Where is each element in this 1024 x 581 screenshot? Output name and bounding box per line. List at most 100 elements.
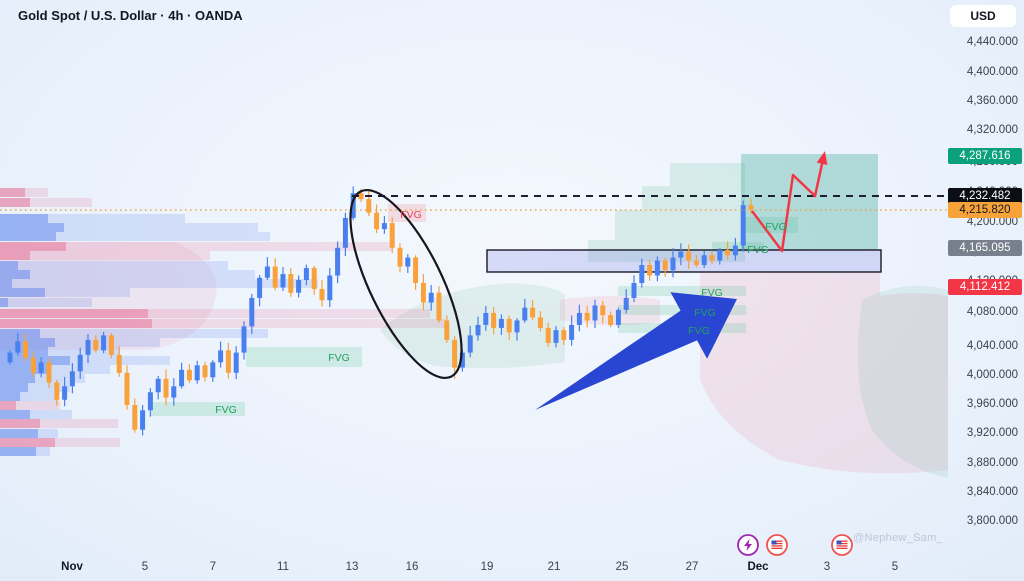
time-axis[interactable]: Nov 5 7 11 13 16 19 21 25 27 Dec 3 5 — [0, 556, 1024, 581]
volume-profile-row — [0, 365, 50, 374]
candle-body — [428, 292, 434, 303]
target-box[interactable] — [741, 154, 878, 250]
candle-body — [506, 318, 512, 333]
price-axis-label: 3,960.000 — [966, 398, 1018, 410]
candle-body — [475, 324, 481, 336]
volume-profile-row — [0, 392, 58, 401]
price-line-layer[interactable] — [0, 195, 950, 211]
candle-body — [374, 212, 380, 230]
annotation-boxes[interactable] — [486, 154, 882, 273]
projection-arrowhead[interactable] — [816, 151, 828, 165]
symbol-title[interactable]: Gold Spot / U.S. Dollar · 4h · OANDA — [18, 8, 243, 23]
candle-body — [647, 265, 653, 276]
fvg-zone[interactable] — [712, 242, 764, 252]
candle-body — [420, 282, 426, 303]
candle-body — [171, 386, 177, 398]
candle-body — [537, 317, 543, 328]
candle-body — [740, 205, 746, 246]
volume-profile-row — [0, 383, 70, 392]
time-axis-label: 3 — [823, 561, 831, 573]
fvg-zone[interactable] — [618, 286, 746, 296]
volume-profile-row — [0, 338, 160, 347]
volume-profile-row — [0, 288, 45, 297]
candle-body — [124, 372, 130, 405]
time-axis-label: 5 — [891, 561, 899, 573]
volume-profile-row — [0, 347, 120, 356]
candle-body — [257, 277, 263, 298]
candle-body — [545, 327, 551, 343]
volume-profile-row — [0, 188, 48, 197]
candlestick-layer — [7, 186, 754, 436]
time-axis-label: 16 — [405, 561, 419, 573]
time-axis-label: 25 — [615, 561, 629, 573]
candle-body — [93, 339, 99, 351]
time-axis-label: 11 — [277, 561, 289, 573]
price-axis-label: 4,000.000 — [966, 369, 1018, 381]
volume-profile-row — [0, 438, 55, 447]
candle-body — [23, 341, 29, 358]
time-axis-label: 21 — [547, 561, 561, 573]
price-axis-label: 4,440.000 — [966, 36, 1018, 48]
time-axis-label: 13 — [345, 561, 359, 573]
candle-body — [210, 362, 216, 378]
fvg-label: FVG — [328, 352, 350, 364]
candle-body — [77, 354, 83, 372]
candle-body — [264, 266, 270, 278]
sell-off-ellipse[interactable] — [328, 176, 483, 393]
supply-zone-box[interactable] — [486, 249, 882, 273]
volume-profile — [0, 188, 445, 456]
volume-profile-row — [0, 223, 64, 232]
candle-body — [498, 318, 504, 328]
current-price-label: 4,215.820 — [948, 202, 1022, 218]
volume-profile-row — [0, 270, 255, 279]
volume-profile-row — [0, 319, 445, 328]
price-axis[interactable]: 4,440.000 4,400.000 4,360.000 4,320.000 4,28… — [948, 0, 1024, 556]
candle-body — [530, 307, 536, 318]
candle-body — [7, 352, 13, 363]
fvg-label: FVG — [694, 307, 716, 319]
volume-profile-row — [0, 410, 30, 419]
candle-body — [194, 365, 200, 381]
candle-body — [335, 247, 341, 276]
volume-profile-row — [0, 365, 110, 374]
time-axis-label: 19 — [480, 561, 494, 573]
price-axis-label: 4,360.000 — [966, 95, 1018, 107]
candle-body — [717, 250, 723, 261]
volume-profile-row — [0, 419, 118, 428]
time-axis-label: Dec — [747, 561, 769, 573]
volume-profile-row — [0, 242, 392, 251]
time-axis-label: Nov — [61, 561, 83, 573]
fvg-label: FVG — [701, 287, 723, 299]
fvg-zone[interactable] — [741, 217, 798, 233]
target-price-label: 4,287.616 — [948, 148, 1022, 164]
volume-profile-row — [0, 410, 72, 419]
candle-body — [233, 352, 239, 373]
candle-body — [592, 305, 598, 321]
currency-button[interactable]: USD — [950, 5, 1016, 27]
support-price-label: 4,112.412 — [948, 279, 1022, 295]
candle-body — [709, 255, 715, 261]
volume-profile-row — [0, 319, 152, 328]
volume-profile-row — [0, 214, 48, 223]
candle-body — [366, 199, 372, 213]
volume-profile-row — [0, 270, 30, 279]
volume-profile-row — [0, 374, 85, 383]
candle-body — [319, 288, 325, 301]
fvg-zone[interactable] — [246, 347, 362, 367]
volume-profile-row — [0, 198, 30, 207]
candle-body — [600, 305, 606, 316]
price-axis-label: 4,400.000 — [966, 66, 1018, 78]
momentum-arrow[interactable] — [535, 292, 737, 410]
volume-profile-row — [0, 383, 28, 392]
volume-profile-row — [0, 298, 8, 307]
candle-body — [413, 257, 419, 283]
volume-profile-row — [0, 251, 30, 260]
volume-profile-row — [0, 401, 60, 410]
projection-zigzag[interactable] — [751, 154, 826, 253]
cloud-green-wave — [857, 285, 948, 478]
volume-profile-row — [0, 214, 185, 223]
volume-profile-row — [0, 374, 35, 383]
drawing-layer[interactable] — [328, 151, 828, 410]
candle-body — [693, 260, 699, 266]
